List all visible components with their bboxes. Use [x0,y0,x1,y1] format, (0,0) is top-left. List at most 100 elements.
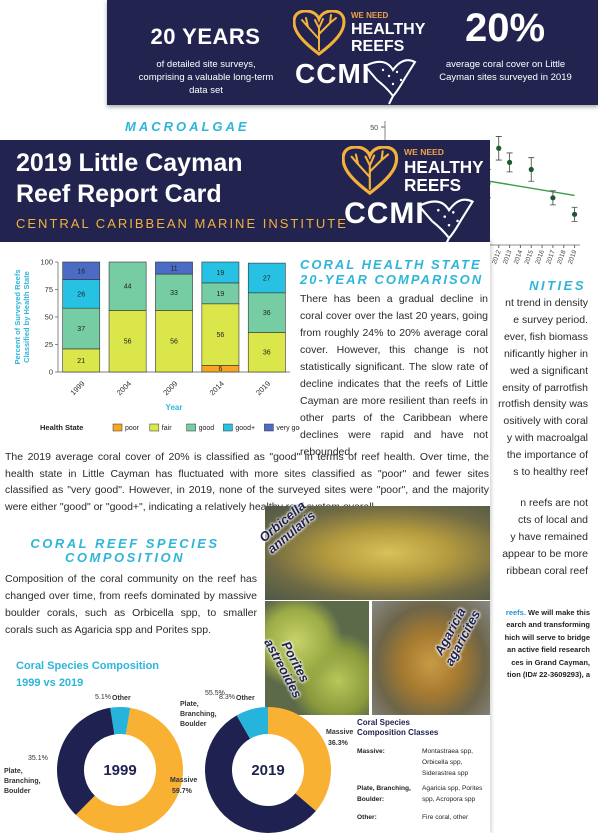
logo-tagline: HEALTHY [404,157,484,177]
bar-segment [108,261,147,311]
section-heading: NITIES [529,278,586,293]
bar-value-label: 56 [170,339,178,346]
donut-hole [85,735,155,805]
donut-center-label: 2019 [251,762,284,779]
column-text-line: nificantly higher in [503,347,588,360]
paragraph: The 2019 average coral cover of 20% is c… [5,451,489,513]
classes-row-label: Other: [357,814,377,821]
bar-value-label: 56 [217,332,225,339]
manta-spot [437,208,440,212]
bar-segment [247,332,286,373]
donut-name-label: Plate, Branching, Boulder [4,768,41,795]
column-text-line: appear to be more [502,548,588,560]
logo-graphic [342,146,475,248]
x-tick-label: 2014 [513,249,525,265]
section-heading: MACROALGAE [125,119,250,134]
donut-name-label: Massive [170,777,198,784]
logo-graphic [293,10,417,105]
column-text-line: n reefs are not [520,497,588,509]
column-text-line: the importance of [506,449,588,462]
small-text-line: tion (ID# 22-3609293), a [507,670,590,679]
heart-icon [293,10,346,56]
section-heading: COMPOSITION [65,550,185,565]
stat-caption: average coral cover on Little Cayman sit… [439,59,572,83]
classes-title: Composition Classes [357,728,439,737]
donut-segment [236,707,268,739]
legend-label: fair [162,425,172,432]
y-axis-label: Percent of Surveyed Reefs [13,269,22,364]
small-text-line: earch and transforming [506,620,590,629]
column-text-line: ribbean coral reef [506,565,588,577]
legend-title: Health State [40,423,83,432]
coral-photo [372,601,490,715]
section-heading: CORAL REEF SPECIES [30,536,220,551]
data-point [496,145,502,151]
y-axis-label: Classified by Health State [22,271,31,363]
bar-segment [201,261,240,284]
manta-spot [391,82,395,86]
donut-segment [56,707,115,815]
donut-value-label: 5.1% [95,694,111,701]
x-tick-label: 2015 [524,249,536,265]
manta-spot [381,68,385,72]
bar-value-label: 19 [217,270,225,277]
logo-name: CCMI [344,197,425,231]
column-text-line: y with macroalgal [506,432,588,445]
y-tick-label: 50 [370,125,378,132]
x-tick-label: 2013 [502,249,514,265]
column-text-line: ever, fish biomass [503,330,588,343]
coral-photo [265,601,369,715]
column-text-line: nt trend in density [505,297,588,309]
bar-value-label: 27 [263,275,271,282]
cover-title: Reef Report Card [16,180,222,208]
paragraph: There has been a gradual decline in cora… [300,293,488,458]
donut-name-label: Other [112,695,131,702]
coral-photo [265,506,490,600]
classes-row-value: Fire coral, other [422,814,469,821]
small-text: We will make this [528,608,590,617]
back-page-banner [107,0,598,105]
manta-spot [395,70,399,74]
stat-number: 20% [464,6,546,50]
legend-swatch [264,423,274,432]
small-text: an active field research [507,645,590,655]
manta-spot [447,223,451,227]
donut-value-label: 8.3% [219,694,235,701]
paragraph: Composition of the coral community on th… [5,573,257,636]
donut-value-label: 35.1% [28,755,48,762]
bar-segment [62,307,101,350]
column-text-line: s to healthy reef [513,466,588,478]
y-tick-label: 50 [45,313,53,322]
donut-hole [233,735,303,805]
bar-value-label: 37 [77,326,85,333]
chart-title: 1999 vs 2019 [16,677,84,689]
manta-spot [387,74,391,78]
donut-segment [204,715,316,833]
chart-title: Coral Species Composition [16,660,160,672]
donut-segment [110,707,131,735]
bar-value-label: 21 [77,358,85,365]
legend-label: good [199,425,215,432]
donut-name-label: Other [236,695,255,702]
manta-spot [399,78,403,82]
heart-icon [342,146,399,196]
bar-value-label: 19 [217,291,225,298]
data-point [550,195,556,201]
data-point [528,166,534,173]
manta-icon [417,198,475,248]
column-text-line: cts of local and [517,514,588,526]
legend-swatch [223,423,233,432]
small-text-line: hich will serve to bridge [505,633,590,642]
bar-segment [247,262,286,294]
link-text[interactable]: reefs. [505,608,526,617]
classes-title: Coral Species [357,718,410,727]
logo-group [293,10,417,105]
stat-number: 20 YEARS [150,24,261,49]
bar-value-label: 26 [77,291,85,298]
column-text-line: rrotfish density was [498,398,588,411]
legend-swatch [149,423,160,432]
donut-name-label: Massive [326,729,354,736]
classes-row-value: Agaricia spp, Porites spp, Acropora spp [422,785,483,803]
small-text: hich will serve to bridge [504,632,590,642]
